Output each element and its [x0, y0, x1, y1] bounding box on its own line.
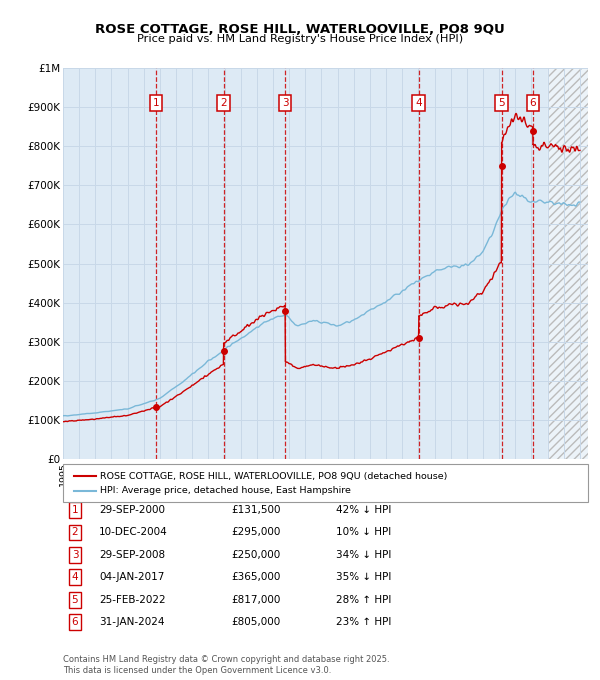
Text: 1: 1 [71, 505, 79, 515]
Text: 29-SEP-2008: 29-SEP-2008 [99, 550, 165, 560]
Text: £131,500: £131,500 [231, 505, 281, 515]
Text: 10-DEC-2004: 10-DEC-2004 [99, 528, 168, 537]
Text: 28% ↑ HPI: 28% ↑ HPI [336, 595, 391, 605]
Text: 5: 5 [498, 98, 505, 108]
Text: ROSE COTTAGE, ROSE HILL, WATERLOOVILLE, PO8 9QU: ROSE COTTAGE, ROSE HILL, WATERLOOVILLE, … [95, 22, 505, 36]
Text: 23% ↑ HPI: 23% ↑ HPI [336, 617, 391, 627]
Text: £295,000: £295,000 [231, 528, 280, 537]
Text: 34% ↓ HPI: 34% ↓ HPI [336, 550, 391, 560]
Text: 25-FEB-2022: 25-FEB-2022 [99, 595, 166, 605]
Text: 4: 4 [71, 573, 79, 582]
Text: HPI: Average price, detached house, East Hampshire: HPI: Average price, detached house, East… [100, 486, 351, 496]
Text: 10% ↓ HPI: 10% ↓ HPI [336, 528, 391, 537]
Bar [548, 68, 588, 459]
Bar [548, 68, 588, 459]
Text: £365,000: £365,000 [231, 573, 280, 582]
Text: 4: 4 [415, 98, 422, 108]
Text: ROSE COTTAGE, ROSE HILL, WATERLOOVILLE, PO8 9QU (detached house): ROSE COTTAGE, ROSE HILL, WATERLOOVILLE, … [100, 471, 448, 481]
Text: 04-JAN-2017: 04-JAN-2017 [99, 573, 164, 582]
Text: 3: 3 [282, 98, 289, 108]
Text: £250,000: £250,000 [231, 550, 280, 560]
Text: 31-JAN-2024: 31-JAN-2024 [99, 617, 164, 627]
Text: 2: 2 [71, 528, 79, 537]
Text: 29-SEP-2000: 29-SEP-2000 [99, 505, 165, 515]
Text: 5: 5 [71, 595, 79, 605]
Text: £805,000: £805,000 [231, 617, 280, 627]
Text: Price paid vs. HM Land Registry's House Price Index (HPI): Price paid vs. HM Land Registry's House … [137, 35, 463, 44]
Text: 1: 1 [152, 98, 159, 108]
Text: 42% ↓ HPI: 42% ↓ HPI [336, 505, 391, 515]
Text: 35% ↓ HPI: 35% ↓ HPI [336, 573, 391, 582]
Text: £817,000: £817,000 [231, 595, 280, 605]
Text: 6: 6 [529, 98, 536, 108]
Text: 6: 6 [71, 617, 79, 627]
Text: 2: 2 [220, 98, 227, 108]
Text: 3: 3 [71, 550, 79, 560]
Text: Contains HM Land Registry data © Crown copyright and database right 2025.
This d: Contains HM Land Registry data © Crown c… [63, 655, 389, 675]
